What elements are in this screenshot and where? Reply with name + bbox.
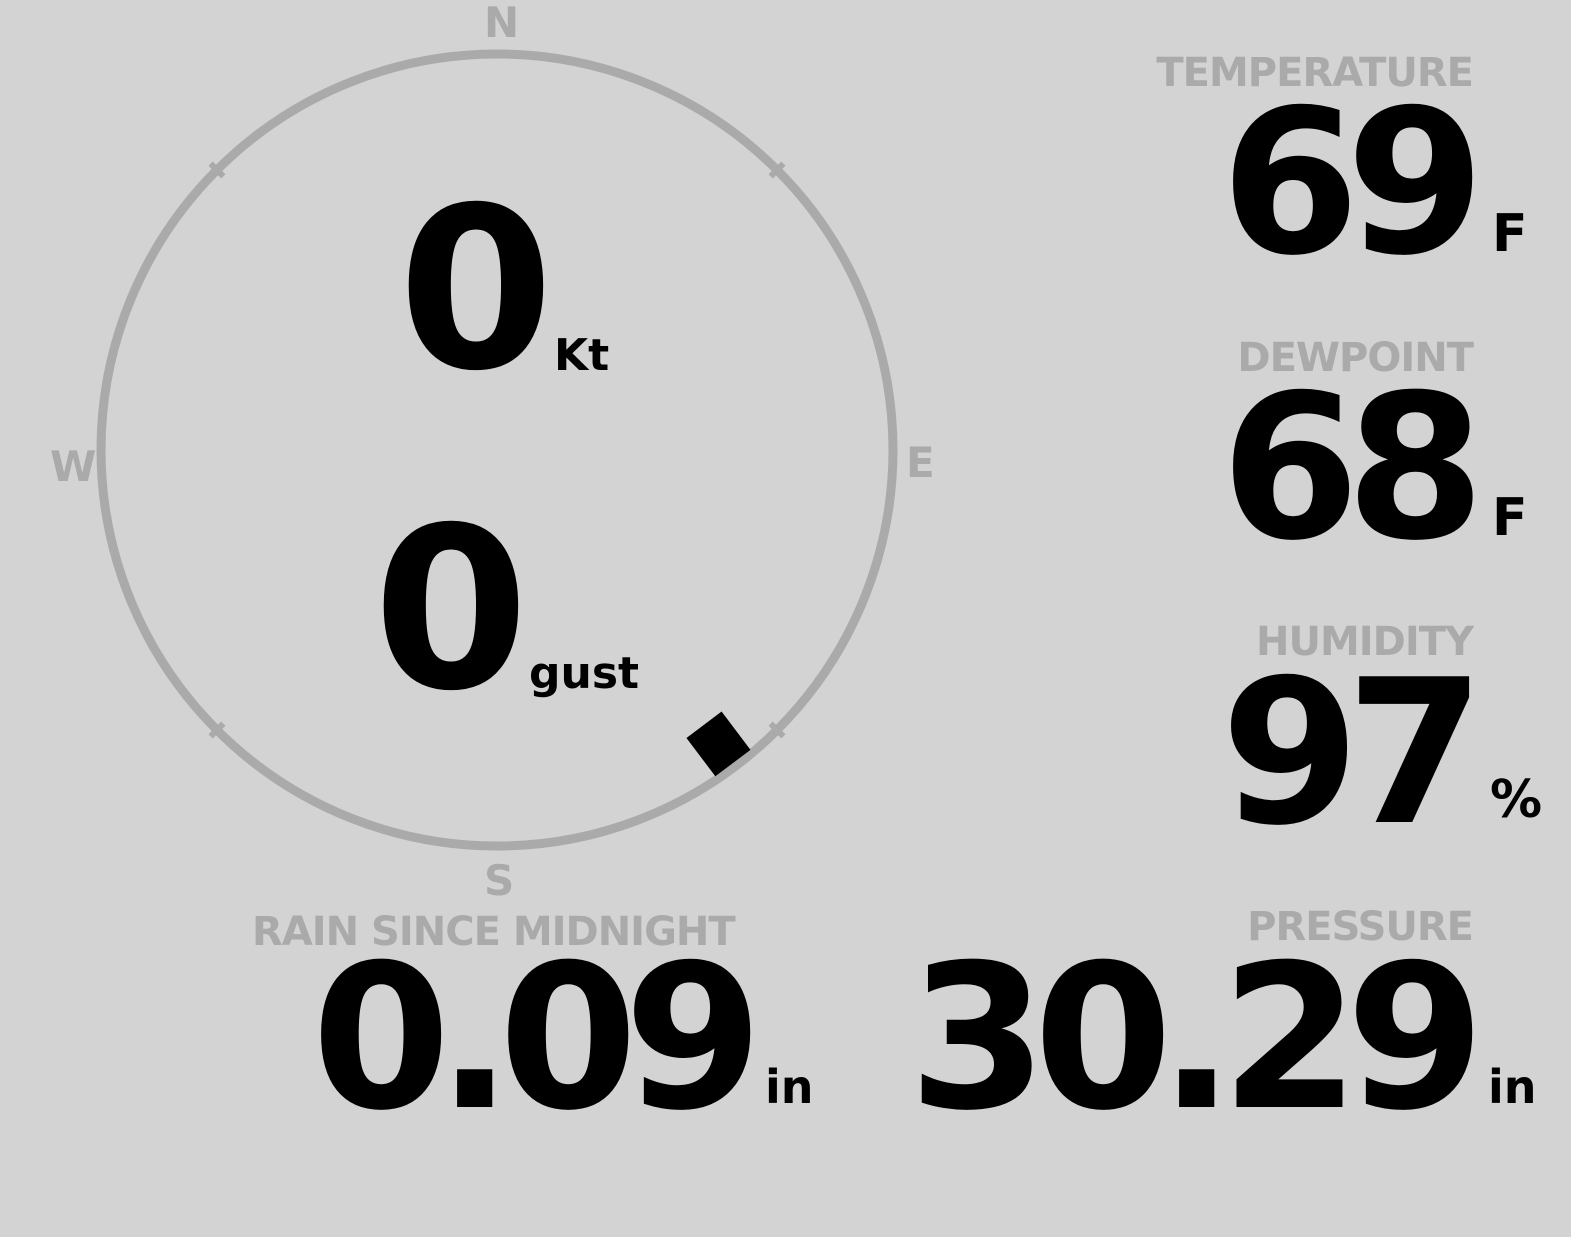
compass-ticks (208, 161, 786, 739)
compass-ring (96, 49, 898, 851)
compass-east: E (906, 438, 935, 487)
humidity-label: HUMIDITY (1256, 619, 1474, 665)
humidity-unit: % (1490, 770, 1543, 830)
compass-west: W (50, 442, 97, 491)
temperature-unit: F (1492, 204, 1528, 264)
pressure-label: PRESSURE (1247, 904, 1474, 950)
wind-speed-value: 0 (398, 159, 554, 420)
compass-south: S (484, 856, 515, 905)
temperature-label: TEMPERATURE (1156, 50, 1474, 96)
rain-value: 0.09 (311, 922, 763, 1155)
rain-unit: in (765, 1060, 814, 1114)
compass-tick (768, 161, 786, 179)
humidity-value: 97 (1220, 637, 1485, 870)
dewpoint-unit: F (1492, 488, 1528, 548)
pressure-value: 30.29 (908, 922, 1485, 1155)
dewpoint-value: 68 (1220, 352, 1485, 585)
rain-label: RAIN SINCE MIDNIGHT (252, 909, 736, 955)
pressure-unit: in (1488, 1060, 1537, 1114)
compass-tick (208, 161, 226, 179)
compass-north: N (484, 0, 520, 47)
compass-tick (768, 721, 786, 739)
wind-gust-value: 0 (373, 479, 529, 740)
wind-speed-unit: Kt (554, 330, 610, 381)
wind-direction-marker (686, 711, 751, 777)
temperature-value: 69 (1220, 67, 1485, 300)
wind-gust-unit: gust (529, 648, 640, 699)
dewpoint-label: DEWPOINT (1237, 335, 1474, 381)
compass-tick (208, 721, 226, 739)
